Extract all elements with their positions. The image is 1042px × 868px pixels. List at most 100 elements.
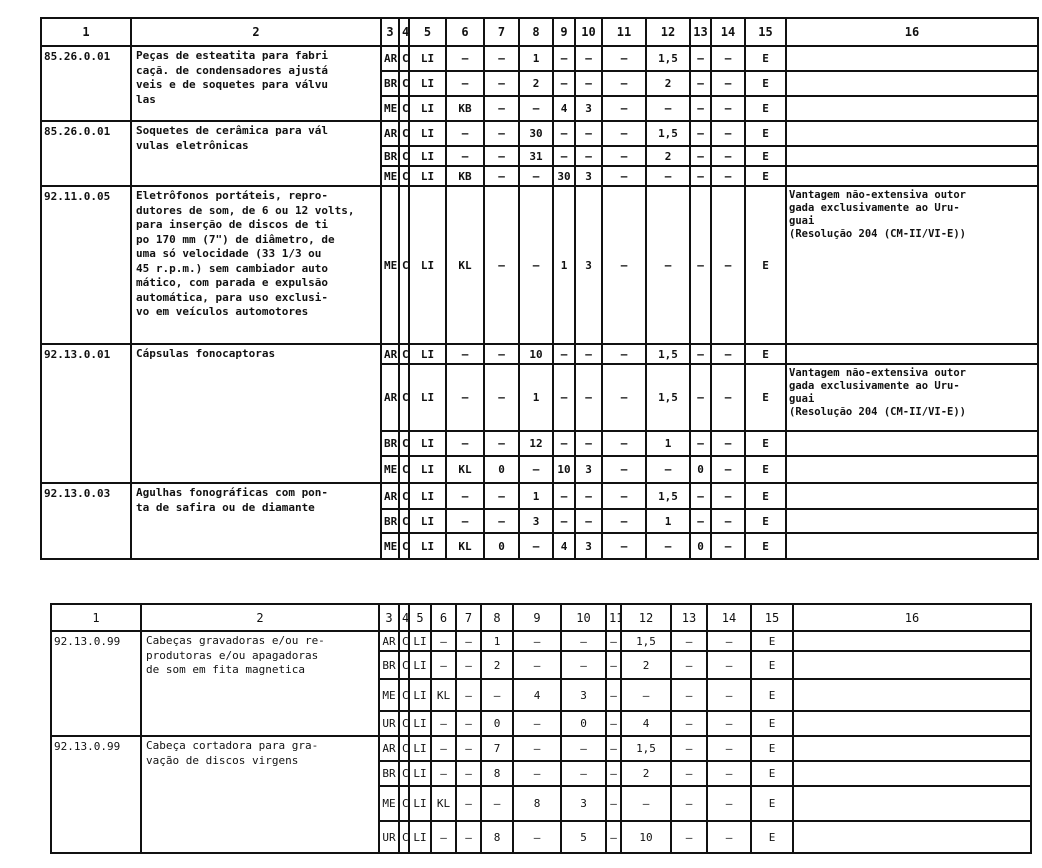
cell-col-5: LI xyxy=(408,650,432,680)
cell-col-14: – xyxy=(710,455,746,484)
cell-col-13: – xyxy=(670,785,708,822)
cell-col-12: – xyxy=(620,678,672,712)
table-row: BR C LI – –3– – –1– – E xyxy=(41,508,1039,534)
cell-col-10: – xyxy=(574,45,603,72)
cell-col-11: – xyxy=(601,95,647,122)
cell-col-5: LI xyxy=(408,630,432,652)
cell-col-9: 4 xyxy=(552,95,576,122)
table-row: 92.13.0.99 Cabeças gravadoras e/ou re- pr… xyxy=(50,630,1032,737)
table-row: 92.13.0.99 Cabeça cortadora para gra- vaç… xyxy=(50,735,1032,854)
cell-col-3: ME xyxy=(380,455,400,484)
cell-col-6: – xyxy=(445,482,485,510)
cell-col-11: – xyxy=(605,630,622,652)
column-header-14: 14 xyxy=(710,17,746,47)
cell-col-4: C xyxy=(398,120,410,147)
cell-col-12: – xyxy=(620,785,672,822)
cell-col-5: LI xyxy=(408,363,447,432)
cell-col-12: 1,5 xyxy=(645,482,691,510)
cell-col-8: – xyxy=(480,678,514,712)
cell-col-13: – xyxy=(670,678,708,712)
cell-col-12: 1,5 xyxy=(645,45,691,72)
cell-col-6: – xyxy=(445,508,485,534)
cell-col-7: – xyxy=(483,70,520,97)
cell-col-12: 2 xyxy=(645,70,691,97)
tariff-table-upper: 1 2 3 4 5 6 7 8 9 10 11 12 13 14 15 16 85.26.0.01 Peças d… xyxy=(40,17,1039,560)
cell-col-4: C xyxy=(398,532,410,560)
cell-col-13: – xyxy=(670,710,708,737)
cell-col-14: – xyxy=(706,735,752,762)
cell-col-14: – xyxy=(710,45,746,72)
cell-col-12: 1,5 xyxy=(645,120,691,147)
cell-col-14: – xyxy=(710,145,746,167)
cell-col-3: UR xyxy=(378,710,400,737)
cell-col-10: 3 xyxy=(574,185,603,345)
tariff-code: 92.13.0.99 xyxy=(50,735,142,854)
cell-col-3: AR xyxy=(380,120,400,147)
cell-col-10: – xyxy=(574,363,603,432)
cell-col-4: C xyxy=(398,482,410,510)
cell-col-5: LI xyxy=(408,45,447,72)
cell-col-3: ME xyxy=(380,95,400,122)
cell-col-14: – xyxy=(706,678,752,712)
remarks-cell xyxy=(785,343,1039,365)
cell-col-11: – xyxy=(601,120,647,147)
cell-col-15: E xyxy=(750,820,794,854)
cell-col-9: – xyxy=(552,120,576,147)
cell-col-15: E xyxy=(750,710,794,737)
cell-col-6: – xyxy=(445,70,485,97)
cell-col-7: – xyxy=(455,630,482,652)
cell-col-8: – xyxy=(518,185,554,345)
cell-col-4: C xyxy=(398,735,410,762)
table-row: ME C LI KL 0–10 3– –0– E xyxy=(41,455,1039,484)
cell-col-14: – xyxy=(710,430,746,457)
cell-col-12: 1,5 xyxy=(620,630,672,652)
cell-col-15: E xyxy=(750,650,794,680)
column-header-10: 10 xyxy=(560,603,607,632)
remarks-cell xyxy=(785,455,1039,484)
cell-col-15: E xyxy=(744,70,787,97)
cell-col-4: C xyxy=(398,70,410,97)
cell-col-6: – xyxy=(430,820,457,854)
cell-col-10: – xyxy=(560,650,607,680)
cell-col-13: – xyxy=(689,165,712,187)
table-row: 92.11.0.05 Eletrôfonos portáteis, repro- … xyxy=(40,185,1039,345)
table-row: ME C LI KB – –4 3– – – – E xyxy=(41,95,1039,122)
cell-col-7: – xyxy=(483,165,520,187)
cell-col-13: – xyxy=(689,343,712,365)
table-row: UR C LI – –8–5–10– – E xyxy=(51,820,1032,854)
cell-col-15: E xyxy=(744,120,787,147)
remarks-cell xyxy=(792,820,1032,854)
table-row: BR C LI – –12– – –1– – E xyxy=(41,430,1039,457)
cell-col-8: 3 xyxy=(518,508,554,534)
cell-col-3: AR xyxy=(380,482,400,510)
cell-col-14: – xyxy=(710,482,746,510)
cell-col-12: 1,5 xyxy=(620,735,672,762)
remarks-cell: Vantagem não-extensiva outor gada exclus… xyxy=(785,363,1039,432)
cell-col-14: – xyxy=(710,532,746,560)
cell-col-8: – xyxy=(480,785,514,822)
cell-col-7: – xyxy=(483,343,520,365)
cell-col-3: AR xyxy=(380,45,400,72)
cell-col-14: – xyxy=(710,165,746,187)
cell-col-15: E xyxy=(744,455,787,484)
cell-col-4: C xyxy=(398,165,410,187)
cell-col-14: – xyxy=(706,820,752,854)
cell-col-10: 3 xyxy=(574,95,603,122)
cell-col-10: – xyxy=(574,482,603,510)
remarks-cell xyxy=(785,145,1039,167)
table-row: 85.26.0.01 Soquetes de cerâmica para vál … xyxy=(40,120,1039,187)
cell-col-11: – xyxy=(601,455,647,484)
cell-col-11: – xyxy=(605,710,622,737)
cell-col-9: 4 xyxy=(552,532,576,560)
column-header-15: 15 xyxy=(744,17,787,47)
cell-col-8: 2 xyxy=(518,70,554,97)
tariff-code: 85.26.0.01 xyxy=(40,120,132,187)
cell-col-10: 3 xyxy=(574,455,603,484)
cell-col-10: – xyxy=(560,630,607,652)
remarks-cell xyxy=(792,760,1032,787)
column-header-9: 9 xyxy=(512,603,562,632)
cell-col-9: – xyxy=(512,735,562,762)
cell-col-8: – xyxy=(518,95,554,122)
cell-col-4: C xyxy=(398,678,410,712)
table-row: BR C LI – –8– – –2– – E xyxy=(51,760,1032,787)
